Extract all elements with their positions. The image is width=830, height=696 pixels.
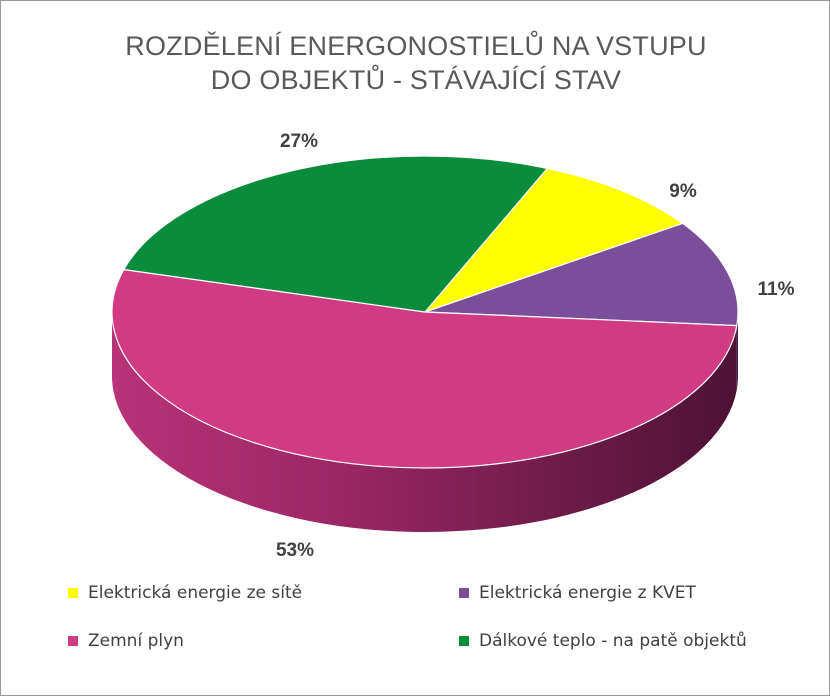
data-label-dalkove-teplo-na-pate-objektu: 27% [280,131,318,152]
pie-slice-elektricka-energie-z-kvet [424,222,739,327]
data-label-zemni-plyn: 53% [276,540,314,561]
pie-slice-zemni-plyn [111,268,738,469]
chart-title: ROZDĚLENÍ ENERGONOSTIELŮ NA VSTUPU DO OB… [1,29,829,97]
data-label-elektricka-energie-ze-site: 9% [669,181,697,202]
pie-sides [112,312,738,532]
pie-slices [111,155,739,469]
data-label-elektricka-energie-z-kvet: 11% [758,279,795,300]
pie-slice-dalkove-teplo-na-pate-objektu [123,155,548,313]
pie-side-elektricka-energie-z-kvet [736,312,738,390]
pie-side-zemni-plyn [112,312,737,532]
pie-data-labels: 9% 11% 53% 27% [276,131,795,561]
chart-title-line-1: ROZDĚLENÍ ENERGONOSTIELŮ NA VSTUPU [125,31,707,61]
chart-title-line-2: DO OBJEKTŮ - STÁVAJÍCÍ STAV [210,65,622,95]
pie-slice-elektricka-energie-ze-site [424,167,684,313]
